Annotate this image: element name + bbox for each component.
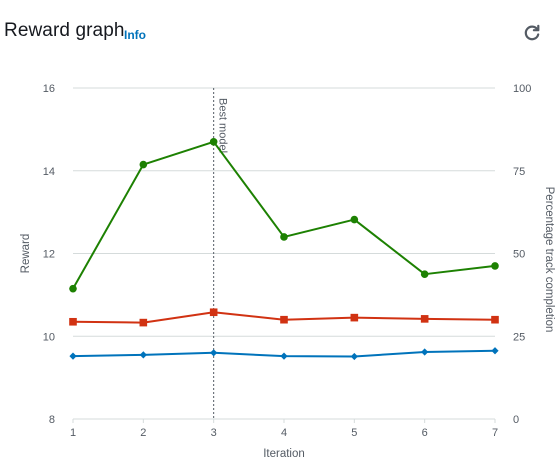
data-point <box>69 352 77 360</box>
data-point <box>420 315 429 323</box>
y-left-tick-label: 12 <box>43 249 55 261</box>
series-line <box>72 140 496 290</box>
data-point <box>69 317 77 326</box>
data-point <box>350 215 359 224</box>
x-axis-title: Iteration <box>263 448 305 460</box>
panel-header: Reward graph Info <box>0 0 560 60</box>
best-model-label: Best model <box>217 98 229 153</box>
y-left-axis-title: Reward <box>20 234 32 274</box>
data-point <box>69 284 77 293</box>
y-left-tick-label: 8 <box>49 414 55 426</box>
data-point <box>139 160 148 169</box>
x-tick-label: 6 <box>422 427 428 439</box>
data-point <box>280 233 288 241</box>
data-point <box>139 318 148 327</box>
x-tick-label: 4 <box>281 427 287 439</box>
y-right-tick-label: 50 <box>513 249 525 261</box>
data-point <box>209 308 218 317</box>
panel-title: Reward graph <box>4 20 125 41</box>
x-tick-label: 7 <box>492 427 498 439</box>
y-left-tick-label: 14 <box>43 166 55 178</box>
x-tick-label: 2 <box>140 427 146 439</box>
x-tick-label: 3 <box>211 427 217 439</box>
y-right-tick-label: 75 <box>513 166 525 178</box>
x-tick-label: 1 <box>70 427 76 439</box>
data-point <box>491 315 499 324</box>
y-right-axis-title: Percentage track completion <box>543 187 555 333</box>
data-point <box>350 313 359 322</box>
y-right-tick-label: 25 <box>513 331 525 343</box>
refresh-button[interactable] <box>519 20 545 46</box>
y-left-tick-label: 10 <box>43 331 55 343</box>
data-point <box>280 352 288 360</box>
data-point <box>350 352 358 361</box>
data-point <box>209 137 218 146</box>
info-link[interactable]: Info <box>124 28 146 42</box>
data-point <box>491 347 499 355</box>
y-left-tick-label: 16 <box>43 83 55 95</box>
data-point <box>421 348 429 356</box>
refresh-icon <box>524 24 540 41</box>
data-point <box>280 315 288 324</box>
data-point <box>491 262 499 270</box>
y-right-tick-label: 0 <box>513 414 519 426</box>
data-point <box>139 351 147 359</box>
data-point <box>210 349 218 357</box>
data-point <box>420 270 429 278</box>
x-tick-label: 5 <box>351 427 357 439</box>
y-right-tick-label: 100 <box>513 83 531 95</box>
